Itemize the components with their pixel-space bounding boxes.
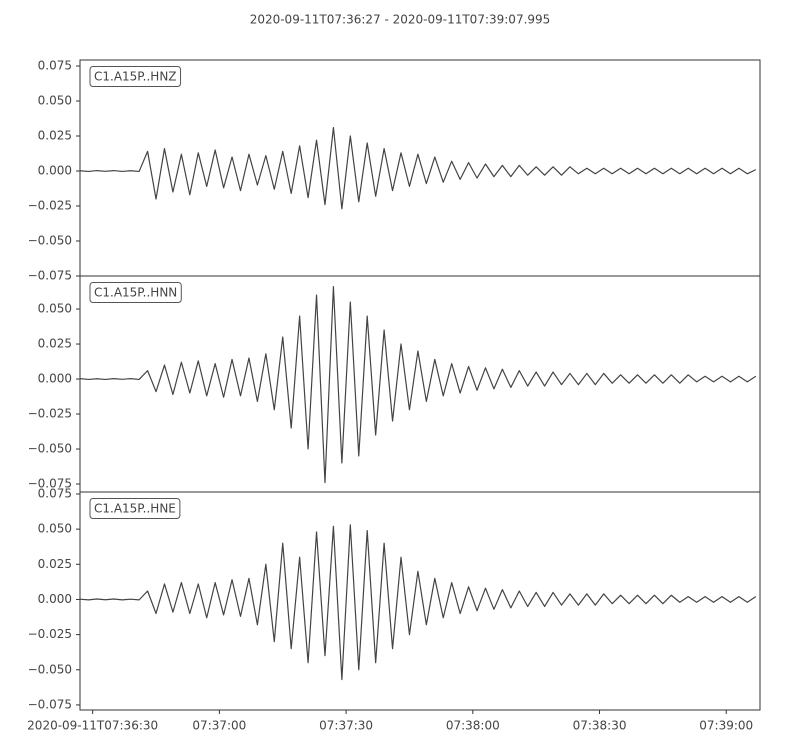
trace-label-box bbox=[89, 498, 181, 519]
y-tick-label: −0.025 bbox=[28, 199, 72, 213]
x-tick-label: 07:38:00 bbox=[446, 719, 500, 733]
axes-frame bbox=[79, 491, 761, 711]
x-tick-label: 2020-09-11T07:36:30 bbox=[27, 719, 158, 733]
y-tick-label: −0.050 bbox=[28, 442, 72, 456]
axes-frame bbox=[79, 59, 761, 277]
waveform bbox=[79, 286, 757, 484]
y-tick-label: −0.050 bbox=[28, 234, 72, 248]
y-tick-label: 0.025 bbox=[38, 557, 72, 571]
chart-title: 2020-09-11T07:36:27 - 2020-09-11T07:39:0… bbox=[250, 13, 551, 27]
x-tick-label: 07:37:00 bbox=[192, 719, 246, 733]
y-tick-label: 0.075 bbox=[38, 59, 72, 73]
x-tick-label: 07:38:30 bbox=[573, 719, 627, 733]
trace-label-box bbox=[89, 66, 182, 87]
y-tick-label: 0.025 bbox=[38, 129, 72, 143]
trace-label: C1.A15P..HNN bbox=[94, 286, 177, 300]
y-tick-label: −0.025 bbox=[28, 627, 72, 641]
waveform bbox=[79, 524, 757, 681]
trace-label-box bbox=[89, 282, 182, 303]
x-tick-label: 07:39:00 bbox=[699, 719, 753, 733]
y-tick-label: −0.025 bbox=[28, 407, 72, 421]
y-tick-label: −0.050 bbox=[28, 662, 72, 676]
trace-label: C1.A15P..HNZ bbox=[94, 70, 177, 84]
y-tick-label: 0.000 bbox=[38, 164, 72, 178]
y-tick-label: −0.075 bbox=[28, 697, 72, 711]
axes-frame bbox=[79, 275, 761, 493]
y-tick-label: −0.075 bbox=[28, 269, 72, 283]
y-tick-label: 0.075 bbox=[38, 486, 72, 500]
waveform bbox=[79, 127, 757, 210]
y-tick-label: 0.000 bbox=[38, 592, 72, 606]
y-tick-label: −0.075 bbox=[28, 477, 72, 491]
y-tick-label: 0.000 bbox=[38, 372, 72, 386]
y-tick-label: 0.050 bbox=[38, 94, 72, 108]
x-tick-label: 07:37:30 bbox=[319, 719, 373, 733]
y-tick-label: 0.025 bbox=[38, 337, 72, 351]
trace-label: C1.A15P..HNE bbox=[94, 502, 176, 516]
y-tick-label: 0.050 bbox=[38, 302, 72, 316]
y-tick-label: 0.050 bbox=[38, 522, 72, 536]
